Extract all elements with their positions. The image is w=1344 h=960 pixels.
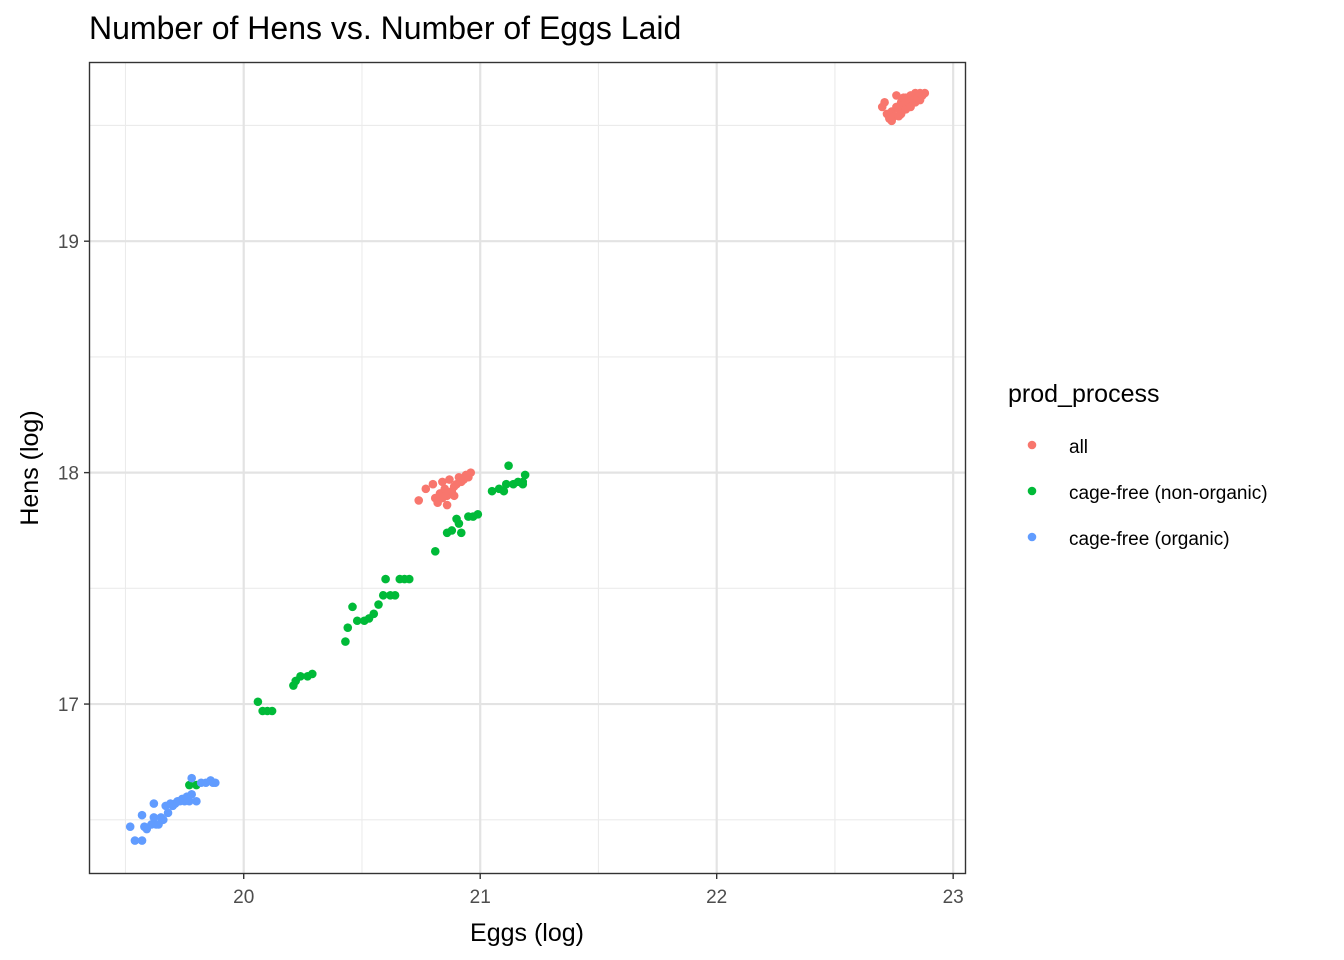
data-point xyxy=(159,815,168,825)
data-point xyxy=(880,98,889,107)
data-point xyxy=(920,88,930,98)
data-point xyxy=(185,780,194,790)
grid-lines xyxy=(90,63,965,873)
data-point xyxy=(501,479,511,489)
x-tick-label: 23 xyxy=(943,887,964,908)
data-point xyxy=(374,600,383,609)
data-point xyxy=(352,616,362,626)
data-point xyxy=(520,470,530,480)
data-point xyxy=(343,623,353,632)
data-point xyxy=(899,93,908,103)
data-point xyxy=(296,671,305,681)
data-point xyxy=(499,486,509,496)
legend-label: all xyxy=(1069,437,1088,458)
data-point xyxy=(381,574,390,584)
data-point xyxy=(892,91,901,100)
legend-label: cage-free (non-organic) xyxy=(1069,483,1268,504)
data-point xyxy=(187,773,196,783)
data-point xyxy=(447,526,457,535)
data-point xyxy=(442,500,452,510)
data-point xyxy=(211,778,220,788)
data-point xyxy=(369,609,379,619)
data-point xyxy=(454,519,464,528)
data-point xyxy=(440,484,450,494)
data-point xyxy=(341,637,350,646)
data-point xyxy=(185,796,194,806)
data-point xyxy=(125,822,135,832)
data-point xyxy=(163,808,173,818)
data-point xyxy=(348,602,357,612)
legend-key xyxy=(1027,440,1037,450)
data-point xyxy=(404,574,414,584)
data-point xyxy=(445,475,454,484)
plot-panel-border xyxy=(88,61,967,875)
data-points xyxy=(125,88,930,845)
y-tick-label: 17 xyxy=(58,695,79,716)
legend-title: prod_process xyxy=(1008,380,1159,408)
y-axis-title: Hens (log) xyxy=(16,410,44,525)
data-point xyxy=(438,477,447,487)
data-point xyxy=(449,491,459,501)
data-point xyxy=(504,461,513,470)
legend-key xyxy=(1027,532,1037,542)
data-point xyxy=(894,111,904,121)
data-point xyxy=(430,493,440,503)
x-tick-label: 22 xyxy=(706,887,727,908)
legend-key xyxy=(1027,486,1037,496)
data-point xyxy=(307,669,317,679)
y-tick-label: 18 xyxy=(58,464,79,485)
data-point xyxy=(466,468,476,477)
data-point xyxy=(430,547,440,556)
legend: prod_process all cage-free (non-organic) c… xyxy=(1008,380,1268,550)
x-axis-title: Eggs (log) xyxy=(470,919,584,947)
x-tick-label: 20 xyxy=(233,887,254,908)
legend-label: cage-free (organic) xyxy=(1069,529,1230,550)
chart-title: Number of Hens vs. Number of Eggs Laid xyxy=(89,10,681,46)
data-point xyxy=(887,116,896,126)
data-point xyxy=(253,697,263,707)
data-point xyxy=(192,796,201,806)
x-tick-label: 21 xyxy=(470,887,491,908)
data-point xyxy=(473,509,483,519)
data-point xyxy=(518,479,528,489)
data-point xyxy=(130,836,140,845)
data-point xyxy=(149,799,159,808)
data-point xyxy=(421,484,431,494)
axis-ticks: 20 21 22 23 17 18 19 xyxy=(58,232,964,908)
data-point xyxy=(149,813,159,822)
data-point xyxy=(487,486,497,496)
data-point xyxy=(390,590,400,600)
data-point xyxy=(428,479,438,489)
data-point xyxy=(456,528,466,538)
data-point xyxy=(414,496,424,505)
data-point xyxy=(267,706,277,716)
data-point xyxy=(378,590,388,600)
y-tick-label: 19 xyxy=(58,232,79,253)
data-point xyxy=(137,810,147,820)
data-point xyxy=(137,836,147,845)
data-point xyxy=(187,790,196,799)
